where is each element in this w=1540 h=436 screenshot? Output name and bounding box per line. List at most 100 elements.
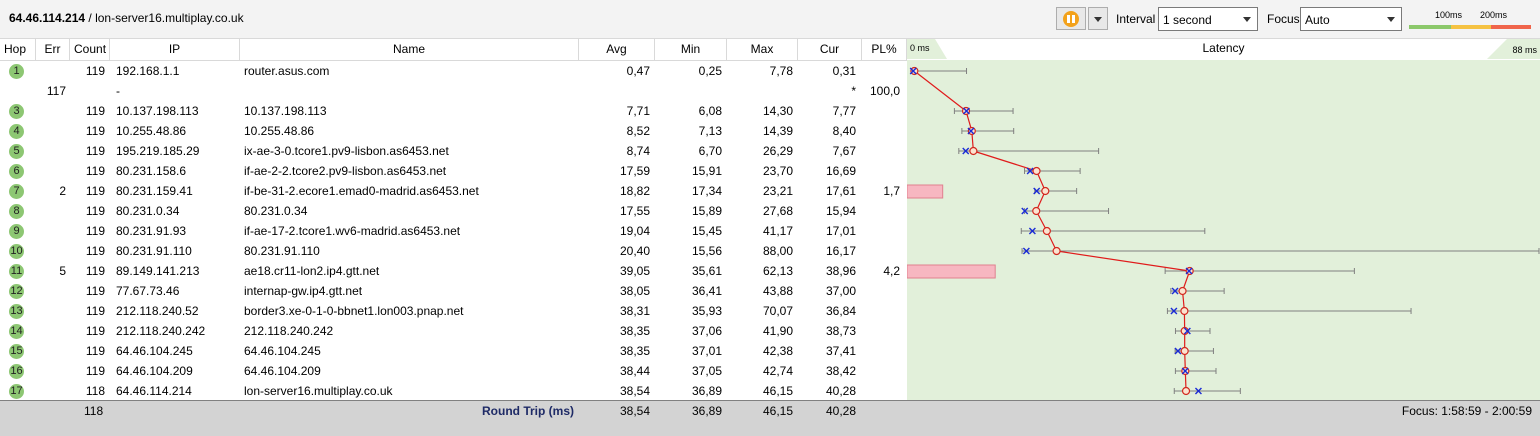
cell-pl xyxy=(862,201,900,221)
table-row[interactable]: 12 119 77.67.73.46 internap-gw.ip4.gtt.net 3… xyxy=(0,281,907,301)
hop-number-badge: 3 xyxy=(9,104,24,119)
hop-number-badge: 13 xyxy=(9,304,24,319)
cell-err: 2 xyxy=(59,184,66,198)
cell-count: 119 xyxy=(85,184,105,198)
cell-count: 118 xyxy=(85,384,105,398)
cell-count: 119 xyxy=(85,304,105,318)
latency-scale-legend: 100ms 200ms xyxy=(1409,4,1531,32)
cell-cur: 8,40 xyxy=(832,124,856,138)
cell-err xyxy=(36,161,66,181)
table-row[interactable]: 117 - * 100,0 xyxy=(0,81,907,101)
options-dropdown-button[interactable] xyxy=(1088,7,1108,30)
current-latency-marker xyxy=(1170,307,1178,315)
cell-ip: 195.219.185.29 xyxy=(116,144,200,158)
table-row[interactable]: 7 2 119 80.231.159.41 if-be-31-2.ecore1.emad… xyxy=(0,181,907,201)
focus-label: Focus xyxy=(1267,12,1300,26)
cell-ip: 80.231.158.6 xyxy=(116,164,187,178)
cell-avg: 8,74 xyxy=(626,144,650,158)
cell-cur: 17,01 xyxy=(825,224,856,238)
table-row[interactable]: 8 119 80.231.0.34 80.231.0.34 17,55 15,89 27,6… xyxy=(0,201,907,221)
current-latency-marker xyxy=(1022,247,1030,255)
col-pl[interactable]: PL% xyxy=(862,39,907,60)
col-err[interactable]: Err xyxy=(36,39,70,60)
cell-pl xyxy=(862,341,900,361)
cell-ip: 64.46.104.245 xyxy=(116,344,193,358)
avg-latency-point xyxy=(1181,386,1191,396)
pause-button[interactable] xyxy=(1056,7,1086,30)
cell-avg: 38,44 xyxy=(619,364,650,378)
table-row[interactable]: 3 119 10.137.198.113 10.137.198.113 7,71 6,08… xyxy=(0,101,907,121)
cell-avg: 38,35 xyxy=(619,344,650,358)
col-count[interactable]: Count xyxy=(70,39,110,60)
cell-min: 17,34 xyxy=(691,184,722,198)
cell-ip: 10.255.48.86 xyxy=(116,124,187,138)
col-avg[interactable]: Avg xyxy=(579,39,655,60)
table-row[interactable]: 14 119 212.118.240.242 212.118.240.242 38,35… xyxy=(0,321,907,341)
cell-max: 41,17 xyxy=(762,224,793,238)
focus-select[interactable]: Auto xyxy=(1300,7,1402,31)
latency-header: 0 ms Latency 88 ms xyxy=(907,39,1540,60)
col-min[interactable]: Min xyxy=(655,39,727,60)
cell-avg: 17,59 xyxy=(619,164,650,178)
latency-header-shape xyxy=(907,39,1540,59)
col-cur[interactable]: Cur xyxy=(798,39,862,60)
cell-ip: 192.168.1.1 xyxy=(116,64,180,78)
cell-avg: 38,05 xyxy=(619,284,650,298)
cell-cur: 17,61 xyxy=(825,184,856,198)
cell-name: 10.137.198.113 xyxy=(244,104,327,118)
interval-select[interactable]: 1 second xyxy=(1158,7,1258,31)
interval-label: Interval xyxy=(1116,12,1156,26)
cell-count: 119 xyxy=(85,344,105,358)
current-latency-marker xyxy=(1181,367,1189,375)
hop-number-badge: 11 xyxy=(9,264,24,279)
cell-pl: 1,7 xyxy=(883,184,900,198)
table-row[interactable]: 13 119 212.118.240.52 border3.xe-0-1-0-bbne… xyxy=(0,301,907,321)
avg-latency-point xyxy=(1042,226,1051,236)
table-row[interactable]: 16 119 64.46.104.209 64.46.104.209 38,44 37,0… xyxy=(0,361,907,381)
table-row[interactable]: 9 119 80.231.91.93 if-ae-17-2.tcore1.wv6-ma… xyxy=(0,221,907,241)
latency-graph-area xyxy=(907,60,1540,400)
col-name[interactable]: Name xyxy=(240,39,579,60)
table-row[interactable]: 5 119 195.219.185.29 ix-ae-3-0.tcore1.pv9-l… xyxy=(0,141,907,161)
cell-count: 119 xyxy=(85,124,105,138)
cell-ip: 89.149.141.213 xyxy=(116,264,200,278)
target-host: / lon-server16.multiplay.co.uk xyxy=(85,11,244,25)
cell-pl xyxy=(862,321,900,341)
cell-name: if-be-31-2.ecore1.emad0-madrid.as6453.ne… xyxy=(244,184,479,198)
hop-number-badge: 16 xyxy=(9,364,24,379)
scale-good-bar xyxy=(1409,25,1451,29)
cell-ip: 10.137.198.113 xyxy=(116,104,199,118)
cell-max: 27,68 xyxy=(762,204,793,218)
cell-pl xyxy=(862,301,900,321)
col-max[interactable]: Max xyxy=(727,39,798,60)
table-row[interactable]: 4 119 10.255.48.86 10.255.48.86 8,52 7,13 14,3… xyxy=(0,121,907,141)
cell-pl xyxy=(862,61,900,81)
cell-min: 15,56 xyxy=(691,244,722,258)
table-row[interactable]: 1 119 192.168.1.1 router.asus.com 0,47 0,25 7,… xyxy=(0,61,907,81)
table-row[interactable]: 6 119 80.231.158.6 if-ae-2-2.tcore2.pv9-lis… xyxy=(0,161,907,181)
cell-err xyxy=(36,381,66,401)
cell-max: 26,29 xyxy=(762,144,793,158)
table-row[interactable]: 15 119 64.46.104.245 64.46.104.245 38,35 37,0… xyxy=(0,341,907,361)
cell-avg: 17,55 xyxy=(619,204,650,218)
cell-pl: 4,2 xyxy=(883,264,900,278)
cell-max: 14,39 xyxy=(762,124,793,138)
table-row[interactable]: 17 118 64.46.114.214 lon-server16.multiplay… xyxy=(0,381,907,401)
table-row[interactable]: 11 5 119 89.149.141.213 ae18.cr11-lon2.ip4.g… xyxy=(0,261,907,281)
current-latency-marker xyxy=(962,107,970,115)
table-row[interactable]: 10 119 80.231.91.110 80.231.91.110 20,40 15,5… xyxy=(0,241,907,261)
footer-avg: 38,54 xyxy=(619,404,650,418)
cell-max: 88,00 xyxy=(762,244,793,258)
cell-name: 64.46.104.209 xyxy=(244,364,321,378)
cell-name: lon-server16.multiplay.co.uk xyxy=(244,384,393,398)
cell-err: 117 xyxy=(46,84,66,98)
footer-min: 36,89 xyxy=(691,404,722,418)
cell-min: 15,91 xyxy=(691,164,722,178)
cell-count: 119 xyxy=(85,244,105,258)
col-hop[interactable]: Hop xyxy=(0,39,36,60)
target-title: 64.46.114.214 / lon-server16.multiplay.c… xyxy=(9,11,244,25)
footer-max: 46,15 xyxy=(762,404,793,418)
col-ip[interactable]: IP xyxy=(110,39,240,60)
cell-avg: 0,47 xyxy=(626,64,650,78)
chevron-down-icon xyxy=(1243,17,1251,22)
